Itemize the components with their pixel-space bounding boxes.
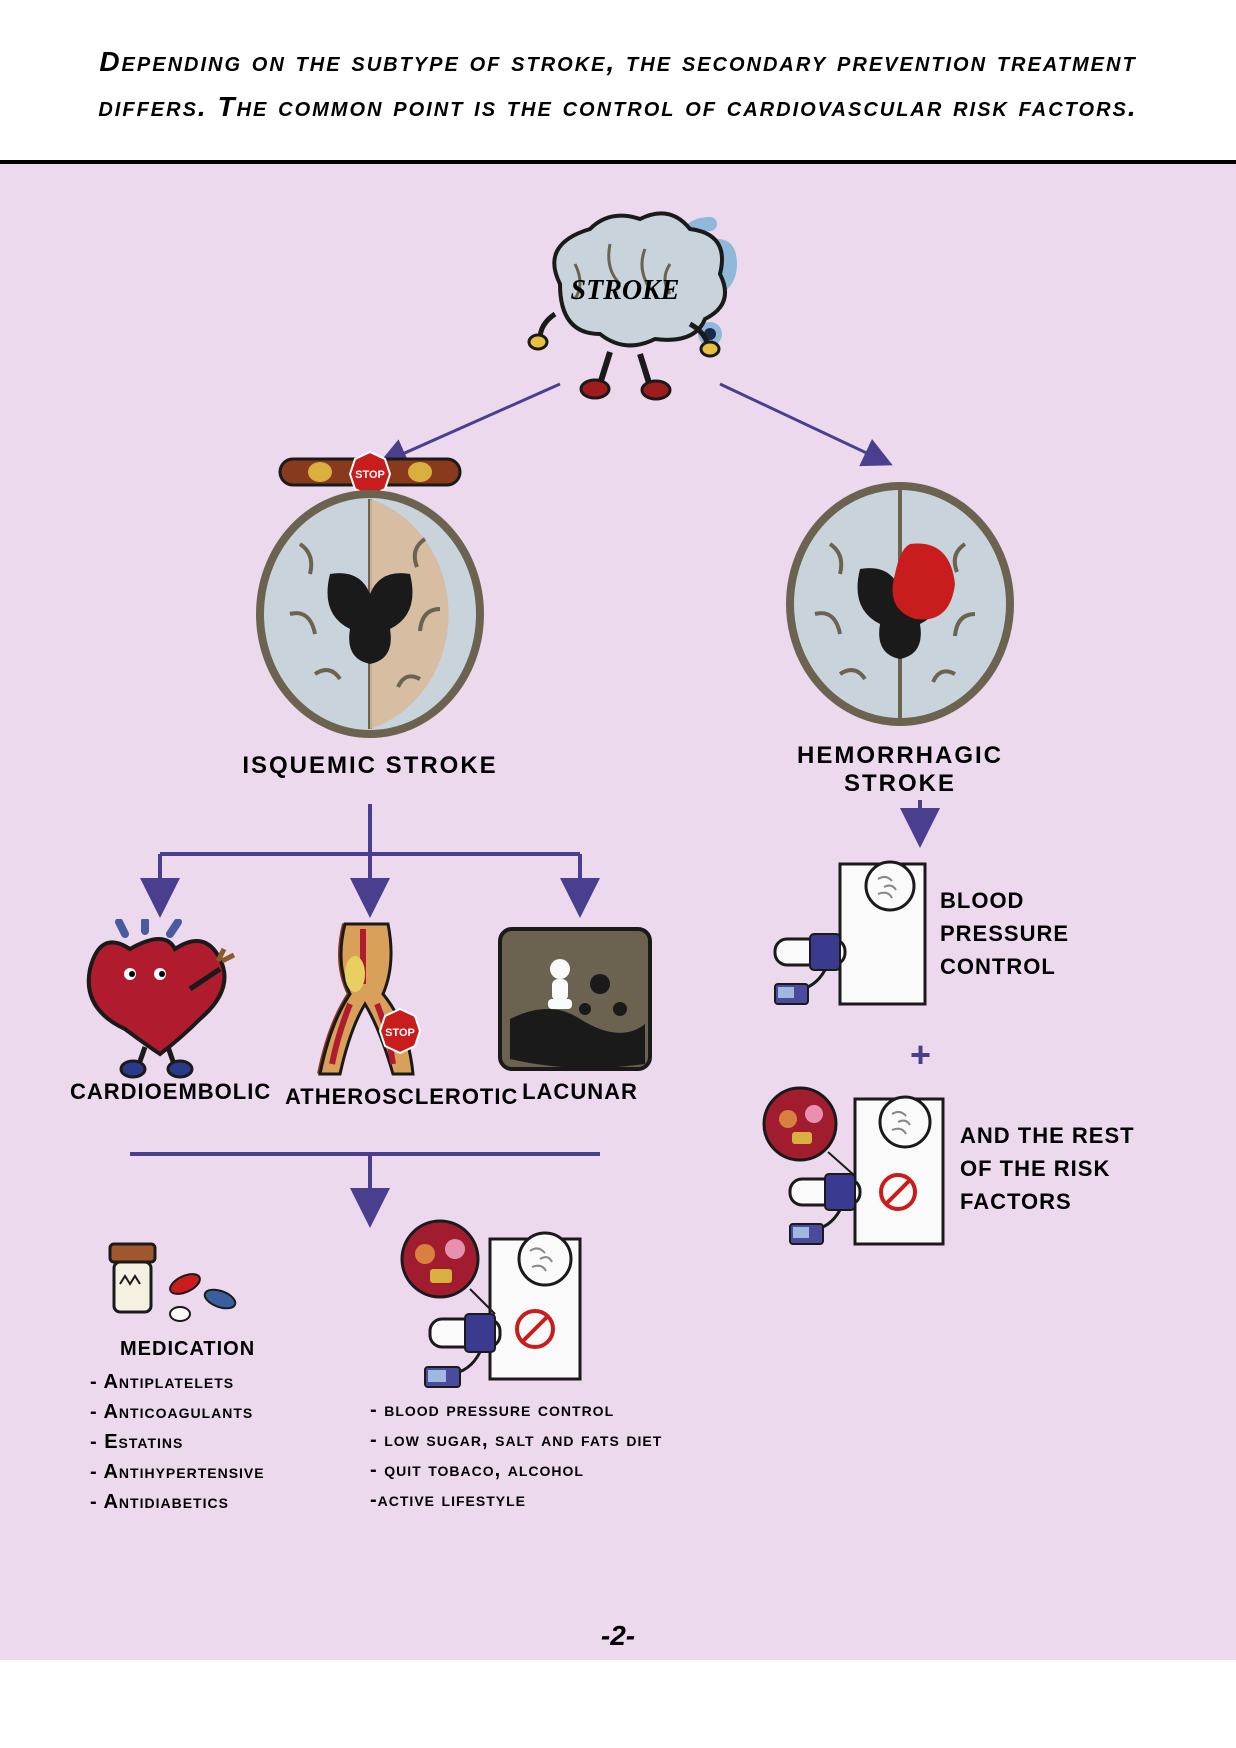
med-item: - Antihypertensive <box>90 1457 350 1487</box>
medication-node: MEDICATION - Antiplatelets - Anticoagula… <box>90 1234 350 1517</box>
ischemic-node: STOP ISQUEMIC STROKE <box>230 444 510 780</box>
svg-text:STOP: STOP <box>355 469 385 481</box>
hemorrhagic-node: HEMORRHAGIC STROKE <box>760 474 1040 798</box>
lifestyle-node: - blood pressure control - low sugar, sa… <box>370 1219 670 1515</box>
lacunar-icon <box>490 919 660 1079</box>
stroke-label: STROKE <box>571 275 680 306</box>
life-item: - low sugar, salt and fats diet <box>370 1425 670 1455</box>
heart-character-icon <box>70 919 240 1079</box>
ischemic-label: ISQUEMIC STROKE <box>230 752 510 780</box>
pills-icon <box>90 1234 270 1334</box>
diagram-area: STROKE STOP ISQUEMIC STROKE <box>0 164 1236 1660</box>
cardioembolic-label: CARDIOEMBOLIC <box>70 1079 260 1105</box>
med-item: - Estatins <box>90 1427 350 1457</box>
cardioembolic-node: CARDIOEMBOLIC <box>70 919 260 1105</box>
rest-label: AND THE REST OF THE RISK FACTORS <box>960 1119 1170 1218</box>
plus-sign: + <box>910 1034 931 1076</box>
lifestyle-list: - blood pressure control - low sugar, sa… <box>370 1395 670 1515</box>
stroke-root: STROKE <box>500 204 780 404</box>
bp-icon <box>750 854 930 1014</box>
life-item: -active lifestyle <box>370 1485 670 1515</box>
bp-label: BLOOD PRESSURE CONTROL <box>940 884 1160 983</box>
hemorrhagic-label: HEMORRHAGIC STROKE <box>760 742 1040 798</box>
life-item: - blood pressure control <box>370 1395 670 1425</box>
lifestyle-icon <box>370 1219 590 1389</box>
bp-control-node: BLOOD PRESSURE CONTROL <box>750 854 1180 1014</box>
medication-title: MEDICATION <box>120 1338 350 1361</box>
rest-risk-node: AND THE REST OF THE RISK FACTORS <box>740 1084 1190 1254</box>
atherosclerotic-label: ATHEROSCLEROTIC <box>285 1084 465 1110</box>
page-number: -2- <box>601 1620 635 1652</box>
med-item: - Antidiabetics <box>90 1487 350 1517</box>
ischemic-brain-icon: STOP <box>230 444 510 744</box>
life-item: - quit tobaco, alcohol <box>370 1455 670 1485</box>
header: Depending on the subtype of stroke, the … <box>0 0 1236 160</box>
lacunar-label: LACUNAR <box>490 1079 670 1105</box>
brain-character-icon: STROKE <box>500 204 780 404</box>
medication-list: - Antiplatelets - Anticoagulants - Estat… <box>90 1367 350 1517</box>
med-item: - Antiplatelets <box>90 1367 350 1397</box>
med-item: - Anticoagulants <box>90 1397 350 1427</box>
risk-factors-icon <box>740 1084 950 1254</box>
svg-text:STOP: STOP <box>385 1027 415 1039</box>
header-text: Depending on the subtype of stroke, the … <box>60 40 1176 130</box>
atherosclerotic-node: STOP ATHEROSCLEROTIC <box>285 914 465 1110</box>
artery-icon: STOP <box>285 914 445 1084</box>
lacunar-node: LACUNAR <box>490 919 670 1105</box>
hemorrhagic-brain-icon <box>760 474 1040 734</box>
